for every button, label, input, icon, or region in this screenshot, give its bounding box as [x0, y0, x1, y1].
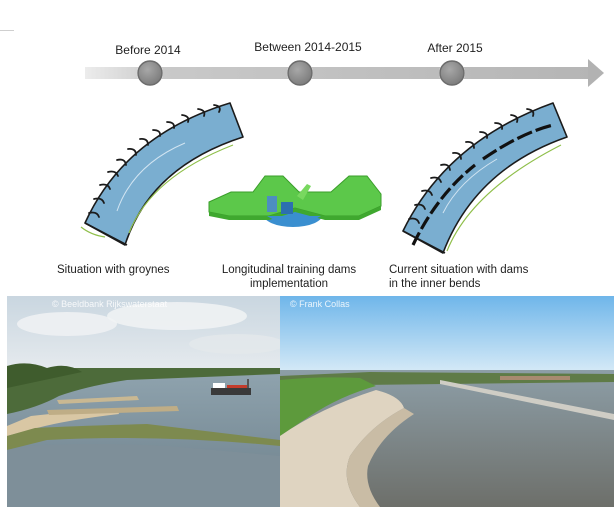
river-dams-diagram — [402, 102, 568, 254]
left-photo-credit: © Beeldbank Rijkswaterstaat — [52, 299, 168, 309]
training-dam-crosssection — [208, 175, 382, 227]
caption-training-dams: Longitudinal training dams implementatio… — [204, 263, 374, 291]
caption-training-dams-line2: implementation — [250, 278, 328, 290]
timeline-dot-2014-2015 — [287, 60, 313, 86]
caption-current-line1: Current situation with dams — [389, 264, 529, 276]
timeline-dot-after-2015 — [439, 60, 465, 86]
caption-groynes: Situation with groynes — [57, 264, 170, 276]
stage-label-2014-2015: Between 2014-2015 — [254, 40, 362, 54]
river-groynes-diagram — [80, 102, 244, 246]
right-photo-credit: © Frank Collas — [290, 299, 350, 309]
corner-mark — [0, 30, 14, 31]
caption-training-dams-line1: Longitudinal training dams — [221, 264, 357, 276]
stage-label-before-2014: Before 2014 — [115, 43, 181, 57]
photo-training-dam-river — [280, 296, 614, 507]
timeline-arrow — [85, 59, 604, 87]
stage-label-after-2015: After 2015 — [427, 41, 483, 55]
caption-current-line2: in the inner bends — [389, 278, 481, 290]
timeline-dot-before-2014 — [137, 60, 163, 86]
photo-groynes-river — [7, 296, 280, 507]
caption-current-situation: Current situation with dams in the inner… — [389, 263, 528, 291]
